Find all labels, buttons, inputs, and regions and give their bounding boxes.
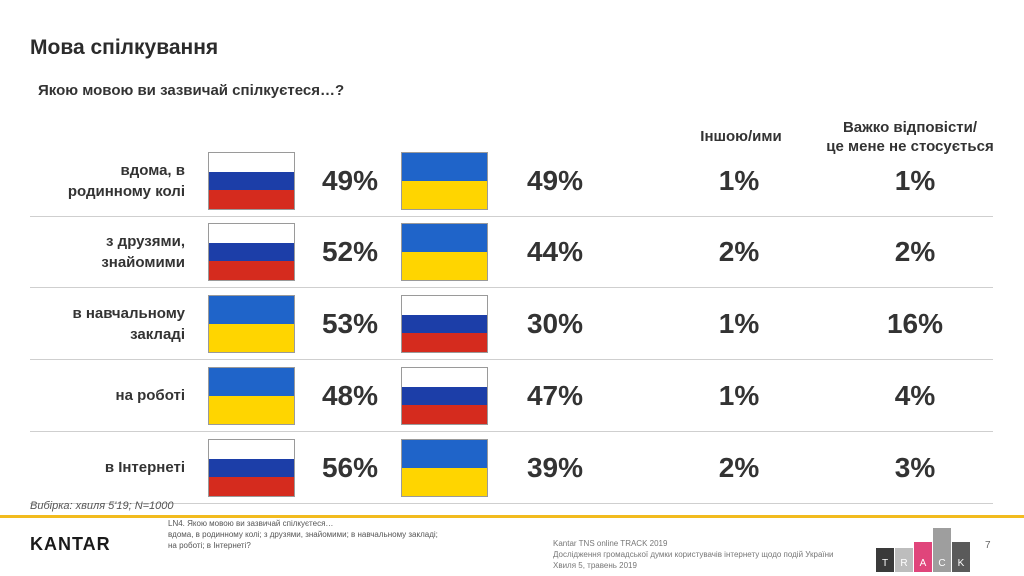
russian-flag <box>401 367 488 425</box>
row-label-line: в навчальному <box>72 304 185 322</box>
track-letter: T <box>876 548 894 572</box>
hard-to-answer-percent: 3% <box>894 451 936 483</box>
hard-to-answer-percent: 1% <box>894 164 936 196</box>
russian-flag <box>208 439 295 497</box>
table-row: в навчальному закладі 53% 30% 1% 16% <box>30 288 993 360</box>
lang2-percent: 47% <box>526 379 584 411</box>
question-code-line: LN4. Якою мовою ви зазвичай спілкуєтеся… <box>168 519 334 528</box>
other-percent: 2% <box>718 235 760 267</box>
column-header-hard-line1: Важко відповісти/ <box>842 119 978 136</box>
ukrainian-flag <box>208 295 295 353</box>
question-code-note: LN4. Якою мовою ви зазвичай спілкуєтеся…… <box>168 518 468 551</box>
row-label-line: родинному колі <box>67 182 185 200</box>
lang2-percent: 30% <box>526 307 584 339</box>
column-header-other: Іншою/ими <box>700 128 782 145</box>
lang2-percent: 44% <box>526 235 584 267</box>
row-label-line: знайомими <box>101 253 185 271</box>
row-label: з друзями, знайомими <box>30 216 185 287</box>
source-note: Kantar TNS online TRACK 2019 Дослідження… <box>553 538 873 571</box>
row-label-line: на роботі <box>115 387 185 404</box>
row-label: в Інтернеті <box>30 432 185 503</box>
row-label-line: в Інтернеті <box>104 459 185 476</box>
row-divider <box>30 503 993 504</box>
footer-accent-line <box>0 515 1024 518</box>
russian-flag <box>208 152 295 210</box>
page-title: Мова спілкування <box>30 36 219 59</box>
track-letter: C <box>933 528 951 572</box>
ukrainian-flag <box>401 152 488 210</box>
source-line: Дослідження громадської думки користувач… <box>553 550 834 559</box>
table-row: в Інтернеті 56% 39% 2% 3% <box>30 432 993 504</box>
column-header-hard-to-answer: Важко відповісти/ це мене не стосується <box>820 118 1000 156</box>
lang2-percent: 39% <box>526 451 584 483</box>
russian-flag <box>401 295 488 353</box>
ukrainian-flag <box>401 223 488 281</box>
row-divider <box>30 216 993 217</box>
source-line: Хвиля 5, травень 2019 <box>553 561 637 570</box>
page-number: 7 <box>985 540 991 551</box>
row-divider <box>30 431 993 432</box>
row-label: на роботі <box>30 360 185 431</box>
hard-to-answer-percent: 2% <box>894 235 936 267</box>
track-letter: A <box>914 542 932 572</box>
lang1-percent: 48% <box>321 379 379 411</box>
row-label-line: вдома, в <box>120 161 185 179</box>
lang1-percent: 49% <box>321 164 379 196</box>
row-label-line: закладі <box>130 325 185 343</box>
ukrainian-flag <box>401 439 488 497</box>
other-percent: 1% <box>718 379 760 411</box>
table-row: з друзями, знайомими 52% 44% 2% 2% <box>30 216 993 288</box>
other-percent: 1% <box>718 164 760 196</box>
hard-to-answer-percent: 4% <box>894 379 936 411</box>
survey-question: Якою мовою ви зазвичай спілкуєтеся…? <box>38 82 345 99</box>
ukrainian-flag <box>208 367 295 425</box>
lang1-percent: 53% <box>321 307 379 339</box>
row-divider <box>30 359 993 360</box>
row-divider <box>30 287 993 288</box>
lang1-percent: 52% <box>321 235 379 267</box>
kantar-logo: KANTAR <box>30 534 111 554</box>
table-row: на роботі 48% 47% 1% 4% <box>30 360 993 432</box>
row-label-line: з друзями, <box>106 232 185 250</box>
lang2-percent: 49% <box>526 164 584 196</box>
row-label: в навчальному закладі <box>30 288 185 359</box>
russian-flag <box>208 223 295 281</box>
lang1-percent: 56% <box>321 451 379 483</box>
track-letter: K <box>952 542 970 572</box>
track-letter: R <box>895 548 913 572</box>
source-line: Kantar TNS online TRACK 2019 <box>553 539 668 548</box>
other-percent: 1% <box>718 307 760 339</box>
question-code-line: на роботі; в Інтернеті? <box>168 541 251 550</box>
hard-to-answer-percent: 16% <box>886 307 944 339</box>
column-header-hard-line2: це мене не стосується <box>826 138 994 155</box>
other-percent: 2% <box>718 451 760 483</box>
sample-footnote: Вибірка: хвиля 5'19; N=1000 <box>30 500 174 512</box>
table-row: вдома, в родинному колі 49% 49% 1% 1% <box>30 145 993 217</box>
row-label: вдома, в родинному колі <box>30 145 185 216</box>
question-code-line: вдома, в родинному колі; з друзями, знай… <box>168 530 438 539</box>
